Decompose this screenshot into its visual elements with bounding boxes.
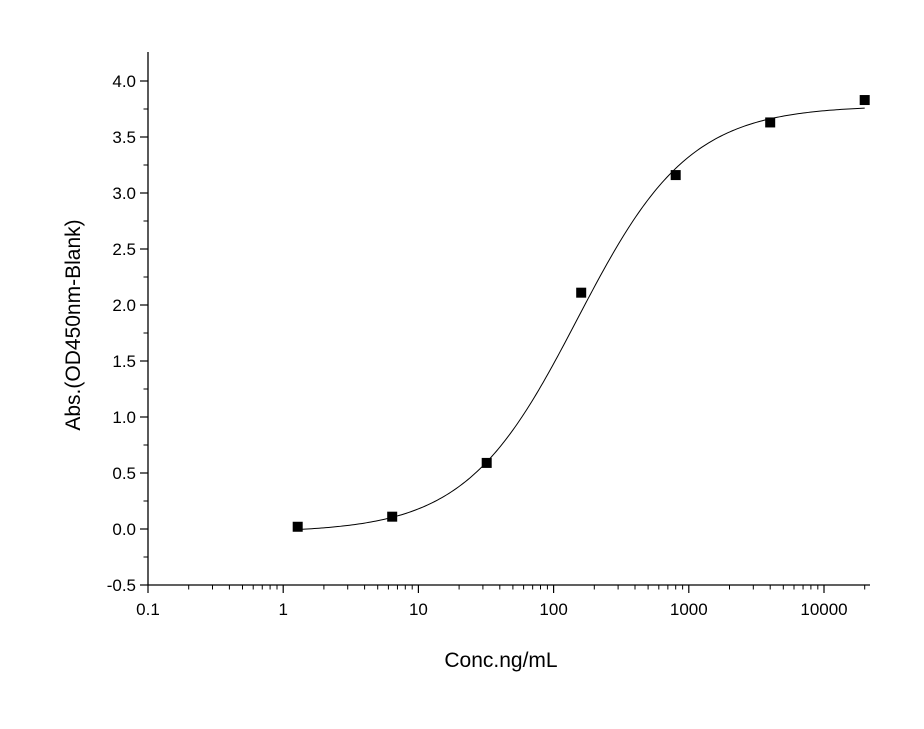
x-tick-label: 0.1 xyxy=(136,600,160,619)
y-tick-label: 1.0 xyxy=(112,408,136,427)
plot-area: 0.1 1 10 100 1000 10000 -0.5 0.0 0.5 1.0 1.5 2.0 2.… xyxy=(107,52,870,619)
data-point-square xyxy=(765,117,776,128)
y-tick-label: 3.5 xyxy=(112,128,136,147)
y-tick-label: 3.0 xyxy=(112,184,136,203)
data-point-square xyxy=(859,95,870,106)
y-tick-label: 4.0 xyxy=(112,72,136,91)
data-point-square xyxy=(292,521,303,532)
y-tick-label: 2.5 xyxy=(112,240,136,259)
y-tick-label: 0.0 xyxy=(112,520,136,539)
y-axis-title: Abs.(OD450nm-Blank) xyxy=(62,219,85,430)
x-tick-label: 100 xyxy=(539,600,567,619)
fit-curve-layer xyxy=(297,107,865,531)
x-axis-title: Conc.ng/mL xyxy=(444,649,557,672)
y-tick-label: 2.0 xyxy=(112,296,136,315)
data-point-square xyxy=(670,170,681,181)
x-tick-label: 10000 xyxy=(800,600,847,619)
x-axis-ticks xyxy=(147,585,866,593)
y-tick-label: 1.5 xyxy=(112,352,136,371)
y-tick-label: 0.5 xyxy=(112,464,136,483)
x-tick-label: 1 xyxy=(278,600,287,619)
x-tick-label: 1000 xyxy=(670,600,708,619)
x-axis-tick-labels: 0.1 1 10 100 1000 10000 xyxy=(136,600,847,619)
y-axis-tick-labels: -0.5 0.0 0.5 1.0 1.5 2.0 2.5 3.0 3.5 4.0 xyxy=(107,72,136,595)
data-points-layer xyxy=(292,95,870,532)
y-tick-label: -0.5 xyxy=(107,576,136,595)
data-point-square xyxy=(387,511,398,522)
y-axis-ticks xyxy=(140,80,148,586)
data-point-square xyxy=(481,457,492,468)
data-point-square xyxy=(576,287,587,298)
x-tick-label: 10 xyxy=(409,600,428,619)
fit-curve-line xyxy=(297,107,865,531)
